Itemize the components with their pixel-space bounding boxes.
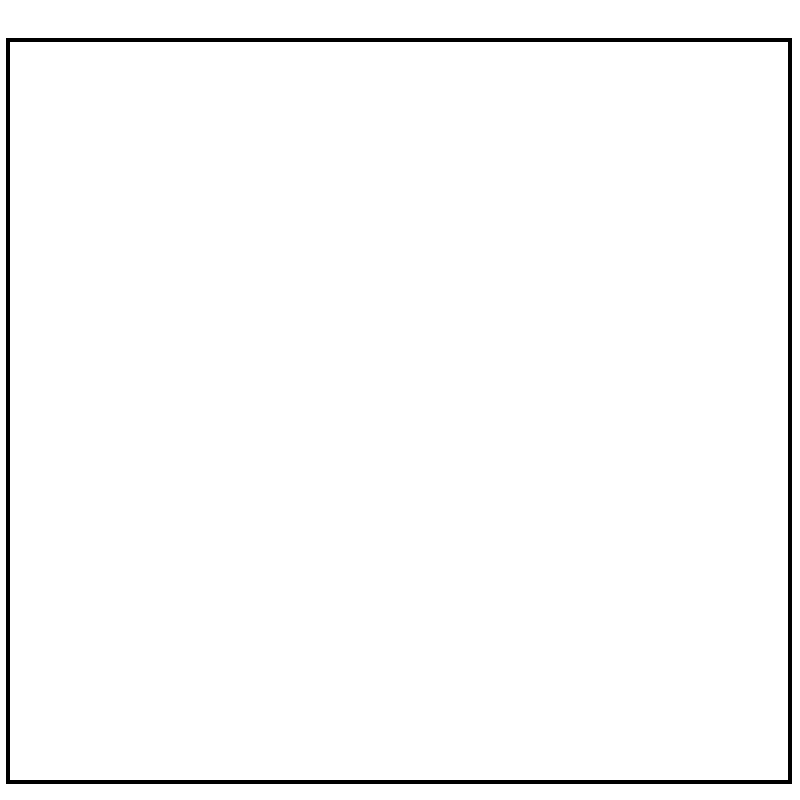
heatmap-plot xyxy=(6,38,792,784)
heatmap-canvas xyxy=(10,42,788,780)
